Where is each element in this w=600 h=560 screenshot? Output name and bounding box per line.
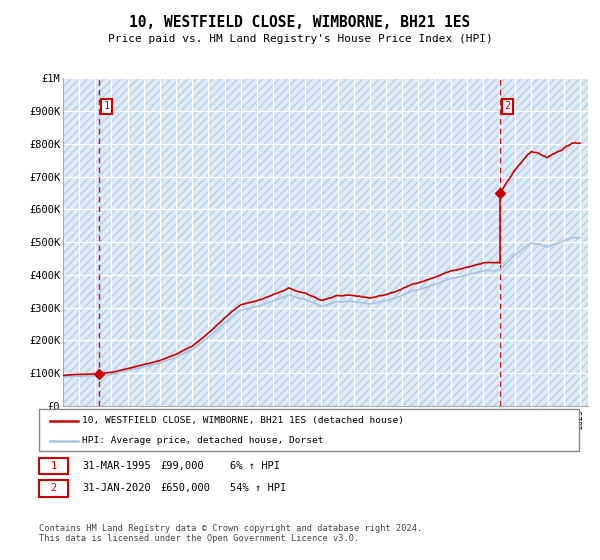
Text: 2: 2: [50, 483, 56, 493]
Text: Contains HM Land Registry data © Crown copyright and database right 2024.
This d: Contains HM Land Registry data © Crown c…: [39, 524, 422, 543]
Text: 54% ↑ HPI: 54% ↑ HPI: [230, 483, 286, 493]
Text: £99,000: £99,000: [161, 461, 205, 471]
Text: Price paid vs. HM Land Registry's House Price Index (HPI): Price paid vs. HM Land Registry's House …: [107, 34, 493, 44]
Text: 10, WESTFIELD CLOSE, WIMBORNE, BH21 1ES: 10, WESTFIELD CLOSE, WIMBORNE, BH21 1ES: [130, 15, 470, 30]
Text: 31-MAR-1995: 31-MAR-1995: [83, 461, 152, 471]
Text: 6% ↑ HPI: 6% ↑ HPI: [230, 461, 280, 471]
Text: 2: 2: [505, 101, 511, 111]
Text: HPI: Average price, detached house, Dorset: HPI: Average price, detached house, Dors…: [82, 436, 324, 445]
Text: £650,000: £650,000: [161, 483, 211, 493]
Text: 1: 1: [50, 461, 56, 471]
Text: 10, WESTFIELD CLOSE, WIMBORNE, BH21 1ES (detached house): 10, WESTFIELD CLOSE, WIMBORNE, BH21 1ES …: [82, 416, 404, 425]
Text: 31-JAN-2020: 31-JAN-2020: [83, 483, 152, 493]
Text: 1: 1: [103, 101, 110, 111]
